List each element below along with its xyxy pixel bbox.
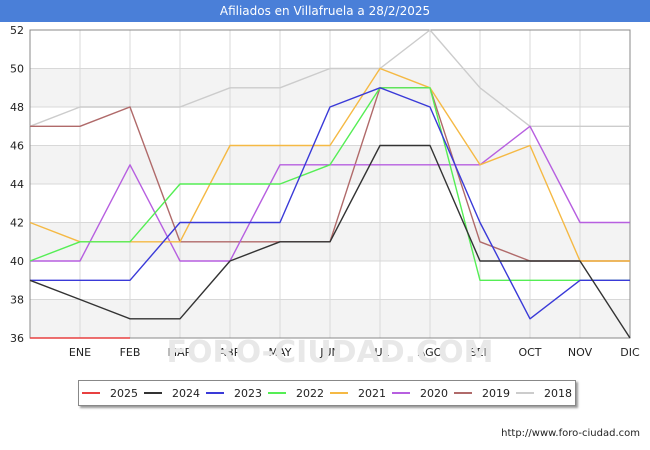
- legend-swatch: [392, 392, 410, 394]
- legend-label: 2024: [172, 386, 200, 400]
- y-tick-label: 40: [10, 255, 24, 268]
- legend-item-2022: 2022: [268, 387, 324, 400]
- legend-swatch: [454, 392, 472, 394]
- x-tick-label: ENE: [69, 346, 91, 359]
- plot-frame: [29, 29, 631, 339]
- watermark: FORO-CIUDAD.COM: [167, 335, 494, 370]
- legend-item-2021: 2021: [330, 387, 386, 400]
- legend-label: 2019: [482, 386, 510, 400]
- x-tick-label: MAY: [269, 346, 292, 359]
- legend-swatch: [206, 392, 224, 394]
- chart-title: Afiliados en Villafruela a 28/2/2025: [0, 0, 650, 22]
- legend-item-2018: 2018: [516, 387, 572, 400]
- x-tick-label: DIC: [620, 346, 640, 359]
- legend-label: 2018: [544, 386, 572, 400]
- x-tick-label: SEP: [470, 346, 491, 359]
- legend-label: 2020: [420, 386, 448, 400]
- legend-swatch: [268, 392, 286, 394]
- source-url[interactable]: http://www.foro-ciudad.com: [501, 428, 640, 439]
- y-tick-label: 38: [10, 294, 24, 307]
- series-line-2024: [29, 144, 631, 339]
- y-tick-label: 44: [10, 178, 24, 191]
- chart-legend: 2025 2024 2023 2022 2021 2020 2019 2018: [78, 380, 576, 406]
- series-line-2022: [29, 87, 630, 281]
- legend-swatch: [144, 392, 162, 394]
- x-tick-label: AGO: [418, 346, 443, 359]
- x-tick-label: MAR: [168, 346, 193, 359]
- y-tick-label: 52: [10, 24, 24, 37]
- legend-label: 2021: [358, 386, 386, 400]
- legend-swatch: [330, 392, 348, 394]
- y-tick-label: 42: [10, 217, 24, 230]
- x-tick-label: OCT: [518, 346, 541, 359]
- x-tick-label: JUL: [370, 346, 389, 359]
- legend-item-2020: 2020: [392, 387, 448, 400]
- legend-item-2024: 2024: [144, 387, 200, 400]
- legend-item-2019: 2019: [454, 387, 510, 400]
- y-tick-label: 50: [10, 63, 24, 76]
- x-tick-label: JUN: [319, 346, 340, 359]
- legend-label: 2025: [110, 386, 138, 400]
- legend-label: 2023: [234, 386, 262, 400]
- legend-item-2023: 2023: [206, 387, 262, 400]
- y-tick-label: 46: [10, 140, 24, 153]
- y-tick-label: 48: [10, 101, 24, 114]
- legend-item-2025: 2025: [82, 387, 138, 400]
- legend-label: 2022: [296, 386, 324, 400]
- series-line-2023: [30, 87, 630, 320]
- legend-swatch: [516, 392, 534, 394]
- x-tick-label: ABR: [219, 346, 242, 359]
- x-tick-label: NOV: [568, 346, 593, 359]
- x-tick-label: FEB: [120, 346, 141, 359]
- legend-swatch: [82, 392, 100, 394]
- y-tick-label: 36: [10, 332, 24, 345]
